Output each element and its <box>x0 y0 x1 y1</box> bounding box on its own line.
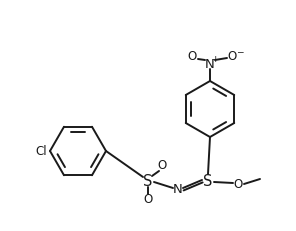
Text: +: + <box>211 55 219 64</box>
Text: S: S <box>203 174 213 189</box>
Text: O: O <box>143 193 153 206</box>
Text: O: O <box>227 49 237 62</box>
Text: N: N <box>205 57 215 70</box>
Text: O: O <box>187 49 197 62</box>
Text: Cl: Cl <box>36 145 47 158</box>
Text: O: O <box>157 159 167 172</box>
Text: −: − <box>236 47 244 56</box>
Text: S: S <box>143 174 153 189</box>
Text: O: O <box>233 178 243 191</box>
Text: N: N <box>173 183 183 196</box>
